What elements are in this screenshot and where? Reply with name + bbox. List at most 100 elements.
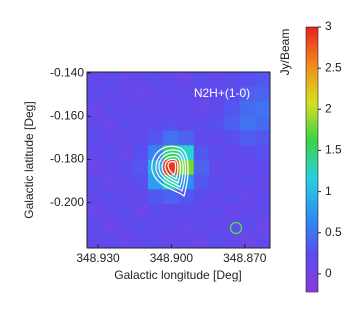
heatmap-cell: [148, 101, 164, 117]
heatmap-cell: [148, 218, 164, 234]
colorbar-tick-label: 1: [325, 184, 332, 198]
heatmap-cell: [117, 116, 134, 132]
heatmap-cell: [193, 233, 210, 249]
heatmap-cell: [148, 174, 164, 190]
heatmap-cell: [193, 160, 210, 176]
heatmap-cell: [163, 204, 179, 220]
heatmap-cell: [102, 218, 118, 234]
heatmap-cell: [148, 72, 164, 88]
heatmap-cell: [193, 218, 210, 234]
heatmap-cell: [102, 86, 118, 102]
heatmap-cell: [163, 72, 179, 88]
colorbar-tick-label: 0: [325, 266, 332, 280]
heatmap-cell: [239, 160, 256, 176]
heatmap-cell: [102, 204, 118, 220]
heatmap-cell: [224, 72, 240, 88]
heatmap-cell: [132, 174, 149, 190]
plot-frame: [86, 71, 271, 249]
colorbar-tick-label: 3: [325, 19, 332, 33]
heatmap-cell: [87, 174, 103, 190]
heatmap-cell: [132, 189, 149, 205]
x-tick-label: 348.870: [223, 251, 267, 265]
heatmap-cell: [132, 86, 149, 102]
y-tick-label: -0.160: [50, 108, 84, 122]
heatmap-cell: [117, 189, 134, 205]
heatmap-cell: [193, 174, 210, 190]
heatmap-cell: [209, 72, 225, 88]
heatmap-cell: [117, 233, 134, 249]
heatmap-cell: [163, 116, 179, 132]
heatmap-cell: [117, 130, 134, 146]
heatmap-cell: [224, 160, 240, 176]
heatmap-cell: [254, 101, 271, 117]
colorbar-tick-label: 1.5: [325, 143, 342, 157]
heatmap-cell: [254, 160, 271, 176]
heatmap-cell: [193, 189, 210, 205]
heatmap-cell: [254, 233, 271, 249]
y-tick-label: -0.180: [50, 152, 84, 166]
heatmap-cell: [254, 72, 271, 88]
x-tick-label: 348.900: [150, 251, 194, 265]
heatmap-cell: [209, 101, 225, 117]
heatmap-cell: [224, 101, 240, 117]
heatmap-cell: [102, 189, 118, 205]
heatmap-cell: [132, 204, 149, 220]
heatmap-cell: [239, 101, 256, 117]
heatmap-cell: [132, 116, 149, 132]
colorbar-label: Jy/Beam: [278, 29, 292, 76]
heatmap-cell: [239, 204, 256, 220]
heatmap-cell: [117, 160, 134, 176]
heatmap-cell: [209, 233, 225, 249]
heatmap-cell: [254, 86, 271, 102]
heatmap-cell: [193, 130, 210, 146]
colorbar-tick-label: 2.5: [325, 60, 342, 74]
heatmap-cell: [102, 145, 118, 161]
contours: [151, 145, 189, 198]
heatmap-cell: [178, 130, 195, 146]
y-axis-label: Galactic latitude [Deg]: [22, 101, 36, 218]
heatmap-cell: [239, 116, 256, 132]
heatmap-cell: [193, 116, 210, 132]
heatmap-cell: [209, 116, 225, 132]
heatmap-cell: [209, 204, 225, 220]
heatmap-cell: [117, 86, 134, 102]
heatmap-cell: [239, 174, 256, 190]
heatmap-cell: [209, 160, 225, 176]
heatmap-cell: [87, 189, 103, 205]
heatmap-cell: [178, 116, 195, 132]
heatmap-cell: [102, 116, 118, 132]
heatmap-cell: [209, 189, 225, 205]
heatmap-cell: [87, 204, 103, 220]
heatmap-cell: [117, 72, 134, 88]
heatmap-cell: [224, 233, 240, 249]
heatmap-cell: [132, 160, 149, 176]
heatmap-cell: [193, 101, 210, 117]
heatmap-cell: [148, 86, 164, 102]
heatmap-cell: [254, 145, 271, 161]
heatmap-cell: [209, 145, 225, 161]
heatmap-cell: [178, 86, 195, 102]
heatmap-cell: [132, 101, 149, 117]
heatmap-cell: [193, 204, 210, 220]
heatmap-cell: [117, 145, 134, 161]
heatmap-cell: [148, 233, 164, 249]
heatmap-cell: [209, 218, 225, 234]
heatmap-cell: [87, 101, 103, 117]
heatmap-cell: [254, 116, 271, 132]
heatmap-cell: [193, 72, 210, 88]
heatmap-cell: [178, 189, 195, 205]
heatmap-cell: [239, 72, 256, 88]
heatmap-cell: [102, 72, 118, 88]
heatmap-cell: [239, 130, 256, 146]
heatmap-cell: [224, 116, 240, 132]
heatmap-cell: [117, 204, 134, 220]
heatmap-cell: [224, 189, 240, 205]
heatmap-cell: [224, 204, 240, 220]
heatmap-cell: [163, 233, 179, 249]
heatmap-cell: [239, 218, 256, 234]
heatmap-cell: [209, 174, 225, 190]
heatmap-cell: [163, 101, 179, 117]
colorbar-tick-label: 0.5: [325, 225, 342, 239]
heatmap-cell: [254, 130, 271, 146]
heatmap-cell: [132, 145, 149, 161]
